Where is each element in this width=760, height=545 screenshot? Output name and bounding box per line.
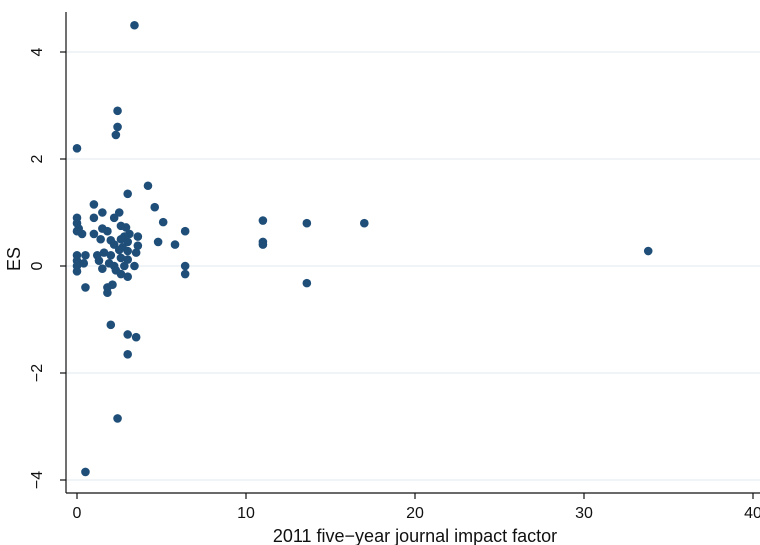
x-tick-label: 30	[575, 505, 593, 522]
x-axis-label: 2011 five−year journal impact factor	[273, 526, 557, 545]
gridlines	[66, 51, 760, 481]
x-tick-label: 40	[744, 505, 760, 522]
data-point	[123, 189, 132, 199]
data-point	[123, 272, 132, 282]
data-point	[113, 122, 122, 132]
data-point	[109, 240, 119, 249]
data-point	[116, 234, 126, 244]
y-tick-label: 2	[29, 154, 46, 163]
data-point	[77, 229, 87, 239]
data-point	[360, 218, 369, 228]
data-point	[96, 234, 105, 244]
y-tick-label: −4	[29, 471, 46, 489]
data-point	[89, 213, 99, 223]
data-point	[79, 259, 89, 268]
data-point	[99, 248, 109, 257]
data-point	[114, 208, 124, 217]
data-point	[121, 223, 131, 232]
data-point	[114, 245, 124, 255]
x-tick-label: 10	[237, 505, 255, 522]
data-point	[113, 414, 122, 423]
data-point	[180, 226, 190, 236]
data-point	[123, 330, 132, 339]
data-point	[133, 232, 143, 241]
data-point	[170, 240, 180, 249]
data-point	[643, 246, 653, 256]
data-point	[109, 213, 119, 223]
x-tick-label: 20	[406, 505, 424, 522]
data-point	[131, 248, 141, 257]
data-point	[116, 269, 126, 279]
data-point	[106, 320, 116, 330]
data-point	[130, 20, 139, 30]
data-points	[72, 20, 653, 477]
data-point	[133, 241, 143, 250]
data-point	[302, 278, 312, 288]
data-point	[108, 280, 117, 290]
data-point	[123, 255, 132, 264]
data-point	[113, 106, 122, 116]
data-point	[158, 217, 168, 227]
data-point	[302, 218, 312, 228]
data-point	[130, 261, 139, 271]
data-point	[111, 130, 121, 140]
y-tick-label: 0	[29, 261, 46, 270]
data-point	[123, 349, 132, 359]
data-point	[116, 253, 126, 263]
data-point	[98, 264, 107, 273]
data-point	[131, 332, 141, 342]
x-tick-label: 0	[73, 505, 82, 522]
data-point	[94, 256, 104, 265]
data-point	[72, 267, 82, 276]
data-point	[89, 200, 99, 209]
data-point	[106, 251, 116, 260]
data-point	[123, 246, 132, 256]
data-point	[143, 181, 153, 191]
data-point	[89, 229, 99, 239]
data-point	[81, 283, 90, 292]
data-point	[103, 226, 112, 236]
data-point	[72, 144, 82, 153]
data-point	[120, 261, 129, 271]
data-point	[98, 208, 107, 217]
data-point	[258, 216, 268, 225]
data-point	[150, 202, 160, 212]
data-point	[103, 288, 112, 298]
data-point	[81, 467, 90, 477]
data-point	[258, 240, 268, 249]
y-axis-label: ES	[4, 247, 24, 271]
data-point	[180, 269, 190, 279]
data-point	[153, 237, 163, 247]
data-point	[123, 237, 132, 247]
data-point	[81, 251, 90, 260]
y-tick-label: 4	[29, 47, 46, 56]
data-point	[180, 261, 190, 271]
y-tick-label: −2	[29, 364, 46, 382]
